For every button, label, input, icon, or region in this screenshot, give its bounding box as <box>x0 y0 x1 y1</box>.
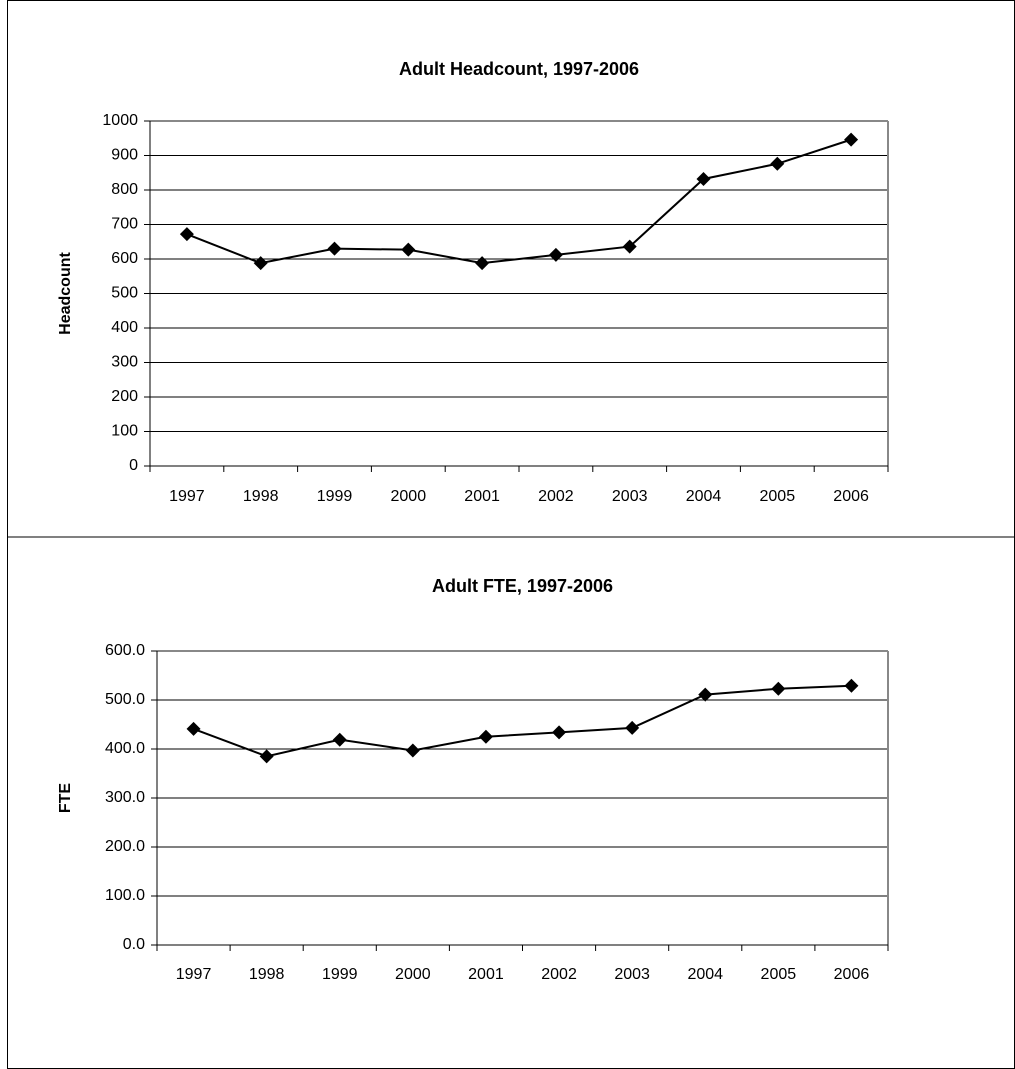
series-line <box>186 138 852 265</box>
y-tick-label: 0.0 <box>123 936 145 953</box>
marker <box>478 729 493 744</box>
x-tick-label: 2001 <box>464 488 500 505</box>
x-tick-label: 2004 <box>687 966 723 983</box>
marker <box>253 256 268 271</box>
marker <box>548 247 563 262</box>
marker <box>179 227 194 242</box>
x-tick-label: 2003 <box>614 966 650 983</box>
marker <box>259 749 274 764</box>
marker <box>405 743 420 758</box>
marker <box>327 241 342 256</box>
x-tick-label: 2006 <box>834 966 870 983</box>
chart-title: Adult FTE, 1997-2006 <box>432 576 613 596</box>
marker <box>698 687 713 702</box>
y-tick-label: 400.0 <box>105 740 145 757</box>
series-line <box>193 684 852 758</box>
x-tick-label: 2002 <box>541 966 577 983</box>
x-tick-label: 1999 <box>322 966 358 983</box>
y-tick-label: 800 <box>111 181 138 198</box>
x-tick-label: 2000 <box>391 488 427 505</box>
marker <box>622 239 637 254</box>
x-tick-label: 1997 <box>176 966 212 983</box>
marker <box>401 242 416 257</box>
x-tick-label: 2003 <box>612 488 648 505</box>
chart-title: Adult Headcount, 1997-2006 <box>399 59 639 79</box>
y-tick-label: 300 <box>111 354 138 371</box>
x-tick-label: 2001 <box>468 966 504 983</box>
y-tick-label: 300.0 <box>105 789 145 806</box>
y-tick-label: 100.0 <box>105 887 145 904</box>
x-tick-label: 2006 <box>833 488 869 505</box>
y-tick-label: 600 <box>111 250 138 267</box>
y-tick-label: 600.0 <box>105 642 145 659</box>
panel <box>7 536 1015 1069</box>
marker <box>770 156 785 171</box>
marker <box>332 732 347 747</box>
y-axis-label: FTE <box>57 783 74 814</box>
y-tick-label: 0 <box>129 457 138 474</box>
marker <box>771 681 786 696</box>
x-tick-label: 1997 <box>169 488 205 505</box>
marker <box>696 171 711 186</box>
y-tick-label: 900 <box>111 147 138 164</box>
x-tick-label: 1998 <box>243 488 279 505</box>
marker <box>844 678 859 693</box>
y-tick-label: 200.0 <box>105 838 145 855</box>
x-tick-label: 2005 <box>761 966 797 983</box>
x-tick-label: 2004 <box>686 488 722 505</box>
marker <box>475 256 490 271</box>
y-tick-label: 500 <box>111 285 138 302</box>
y-tick-label: 1000 <box>102 112 138 129</box>
y-tick-label: 400 <box>111 319 138 336</box>
x-tick-label: 2005 <box>760 488 796 505</box>
x-tick-label: 1999 <box>317 488 353 505</box>
y-tick-label: 100 <box>111 423 138 440</box>
y-axis-label: Headcount <box>57 251 74 334</box>
marker <box>186 721 201 736</box>
x-tick-label: 2000 <box>395 966 431 983</box>
y-tick-label: 500.0 <box>105 691 145 708</box>
y-tick-label: 700 <box>111 216 138 233</box>
marker <box>844 132 859 147</box>
marker <box>552 725 567 740</box>
marker <box>625 720 640 735</box>
y-tick-label: 200 <box>111 388 138 405</box>
panel <box>7 0 1015 538</box>
x-tick-label: 2002 <box>538 488 574 505</box>
x-tick-label: 1998 <box>249 966 285 983</box>
